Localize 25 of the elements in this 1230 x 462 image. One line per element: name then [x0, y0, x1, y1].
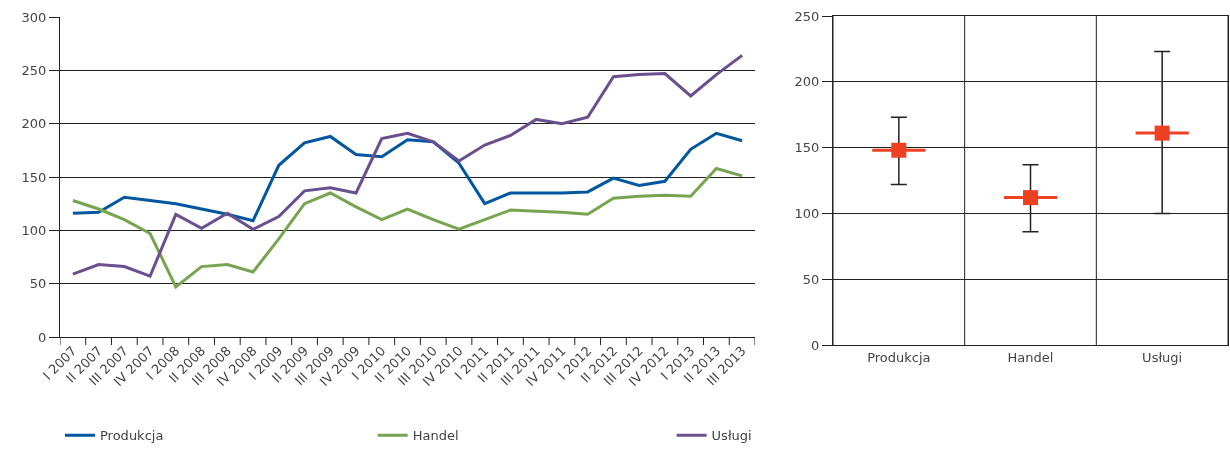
- legend-label: Handel: [412, 428, 459, 444]
- x-tick-label: Usługi: [1142, 349, 1183, 365]
- y-tick-label: 300: [21, 9, 47, 25]
- y-tick-label: 200: [794, 74, 820, 90]
- y-tick-label: 50: [802, 271, 820, 287]
- y-tick-label: 200: [21, 116, 47, 132]
- y-tick-label: 100: [794, 205, 820, 221]
- point: [1023, 190, 1038, 206]
- legend-label: Usługi: [711, 428, 752, 444]
- line-series: [71, 166, 744, 289]
- x-tick-label: Produkcja: [867, 349, 931, 365]
- x-tick-label: Handel: [1007, 349, 1054, 365]
- point: [1154, 125, 1170, 141]
- y-tick-label: 0: [811, 337, 820, 353]
- y-tick-label: 150: [794, 140, 820, 156]
- line-series: [71, 53, 744, 278]
- y-tick-label: 50: [29, 276, 47, 292]
- y-tick-label: 250: [21, 62, 47, 78]
- point: [891, 142, 907, 158]
- y-tick-label: 150: [21, 169, 47, 185]
- legend-label: Produkcja: [100, 428, 164, 444]
- y-tick-label: 100: [21, 222, 47, 238]
- line-series: [71, 131, 744, 223]
- y-tick-label: 0: [38, 329, 47, 345]
- y-tick-label: 250: [794, 8, 820, 24]
